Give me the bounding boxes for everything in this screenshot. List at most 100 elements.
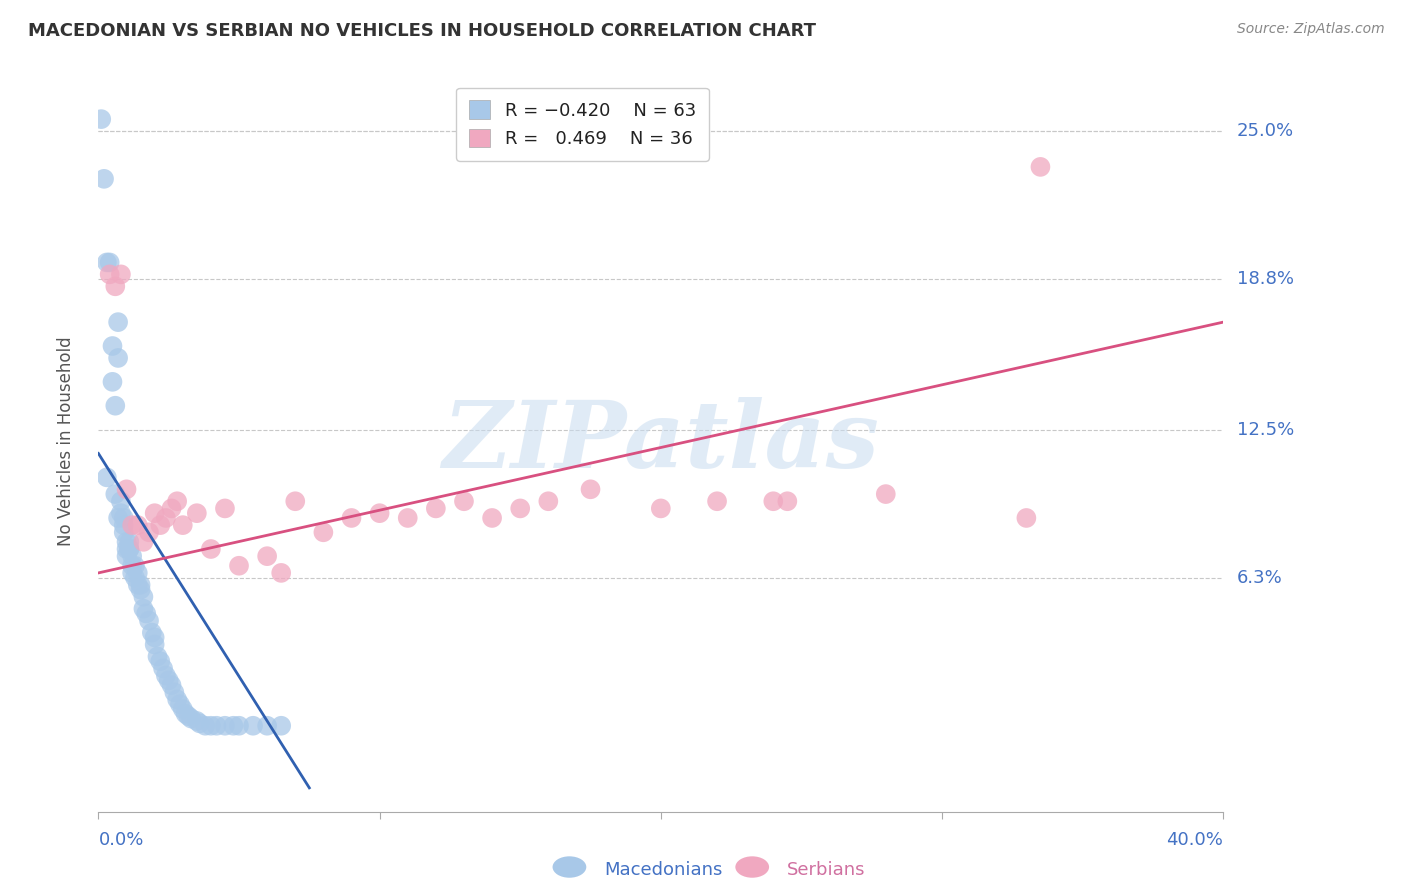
Point xyxy=(104,279,127,293)
Text: MACEDONIAN VS SERBIAN NO VEHICLES IN HOUSEHOLD CORRELATION CHART: MACEDONIAN VS SERBIAN NO VEHICLES IN HOU… xyxy=(28,22,815,40)
Point xyxy=(135,607,157,621)
Point xyxy=(1015,511,1038,525)
Point xyxy=(155,668,177,682)
Point xyxy=(200,719,222,733)
Point xyxy=(124,558,146,573)
Point xyxy=(115,483,138,497)
Point xyxy=(96,255,118,269)
Point xyxy=(121,518,143,533)
Point xyxy=(340,511,363,525)
Point xyxy=(107,511,129,525)
Point xyxy=(96,470,118,484)
Point xyxy=(112,525,135,540)
Point xyxy=(776,494,799,508)
Point xyxy=(98,255,121,269)
Point xyxy=(579,483,602,497)
Point xyxy=(228,719,250,733)
Point xyxy=(270,719,292,733)
Point xyxy=(118,534,141,549)
Point xyxy=(143,631,166,645)
Text: Serbians: Serbians xyxy=(787,861,866,879)
Legend: R = −0.420    N = 63, R =   0.469    N = 36: R = −0.420 N = 63, R = 0.469 N = 36 xyxy=(456,87,709,161)
Point xyxy=(143,638,166,652)
Point xyxy=(166,692,188,706)
Point xyxy=(174,706,197,721)
Text: ZIPatlas: ZIPatlas xyxy=(443,397,879,486)
Point xyxy=(180,712,202,726)
Point xyxy=(172,702,194,716)
Point xyxy=(104,487,127,501)
Point xyxy=(256,549,278,564)
Point xyxy=(132,534,155,549)
Point xyxy=(270,566,292,580)
Text: 6.3%: 6.3% xyxy=(1237,569,1282,587)
Point xyxy=(107,315,129,329)
Point xyxy=(875,487,897,501)
Point xyxy=(1029,160,1052,174)
Y-axis label: No Vehicles in Household: No Vehicles in Household xyxy=(56,336,75,547)
Point xyxy=(188,716,211,731)
Point xyxy=(256,719,278,733)
Point xyxy=(143,506,166,520)
Point xyxy=(163,685,186,699)
Point xyxy=(160,501,183,516)
Point xyxy=(129,578,152,592)
Point xyxy=(214,719,236,733)
Point xyxy=(186,506,208,520)
Point xyxy=(160,678,183,692)
Point xyxy=(121,558,143,573)
Point xyxy=(101,375,124,389)
Point xyxy=(481,511,503,525)
Point xyxy=(124,571,146,585)
Point xyxy=(186,714,208,728)
Point xyxy=(453,494,475,508)
Point xyxy=(425,501,447,516)
Point xyxy=(149,518,172,533)
Point xyxy=(509,501,531,516)
Point xyxy=(396,511,419,525)
Point xyxy=(115,541,138,556)
Point xyxy=(166,494,188,508)
Point xyxy=(155,511,177,525)
Point xyxy=(152,661,174,675)
Point xyxy=(172,518,194,533)
Point xyxy=(284,494,307,508)
Point xyxy=(132,590,155,604)
Point xyxy=(141,625,163,640)
Point xyxy=(205,719,228,733)
Text: 40.0%: 40.0% xyxy=(1167,830,1223,849)
Point xyxy=(706,494,728,508)
Text: 12.5%: 12.5% xyxy=(1237,421,1295,439)
Point xyxy=(98,268,121,282)
Text: 18.8%: 18.8% xyxy=(1237,270,1294,288)
Point xyxy=(762,494,785,508)
Point xyxy=(242,719,264,733)
Point xyxy=(110,506,132,520)
Point xyxy=(169,698,191,712)
Text: Source: ZipAtlas.com: Source: ZipAtlas.com xyxy=(1237,22,1385,37)
Point xyxy=(93,171,115,186)
Point xyxy=(101,339,124,353)
Point xyxy=(110,494,132,508)
Point xyxy=(104,399,127,413)
Point xyxy=(222,719,245,733)
Point xyxy=(129,582,152,597)
Point xyxy=(118,541,141,556)
Point xyxy=(138,525,160,540)
Point xyxy=(127,566,149,580)
Point xyxy=(132,601,155,615)
Point xyxy=(90,112,112,127)
Point xyxy=(118,541,141,556)
Point xyxy=(127,578,149,592)
Point xyxy=(228,558,250,573)
Point xyxy=(368,506,391,520)
Point xyxy=(110,268,132,282)
Point xyxy=(312,525,335,540)
Text: 0.0%: 0.0% xyxy=(98,830,143,849)
Point xyxy=(121,549,143,564)
Point xyxy=(650,501,672,516)
Point xyxy=(127,518,149,533)
Point xyxy=(214,501,236,516)
Point xyxy=(107,351,129,365)
Text: 25.0%: 25.0% xyxy=(1237,122,1295,140)
